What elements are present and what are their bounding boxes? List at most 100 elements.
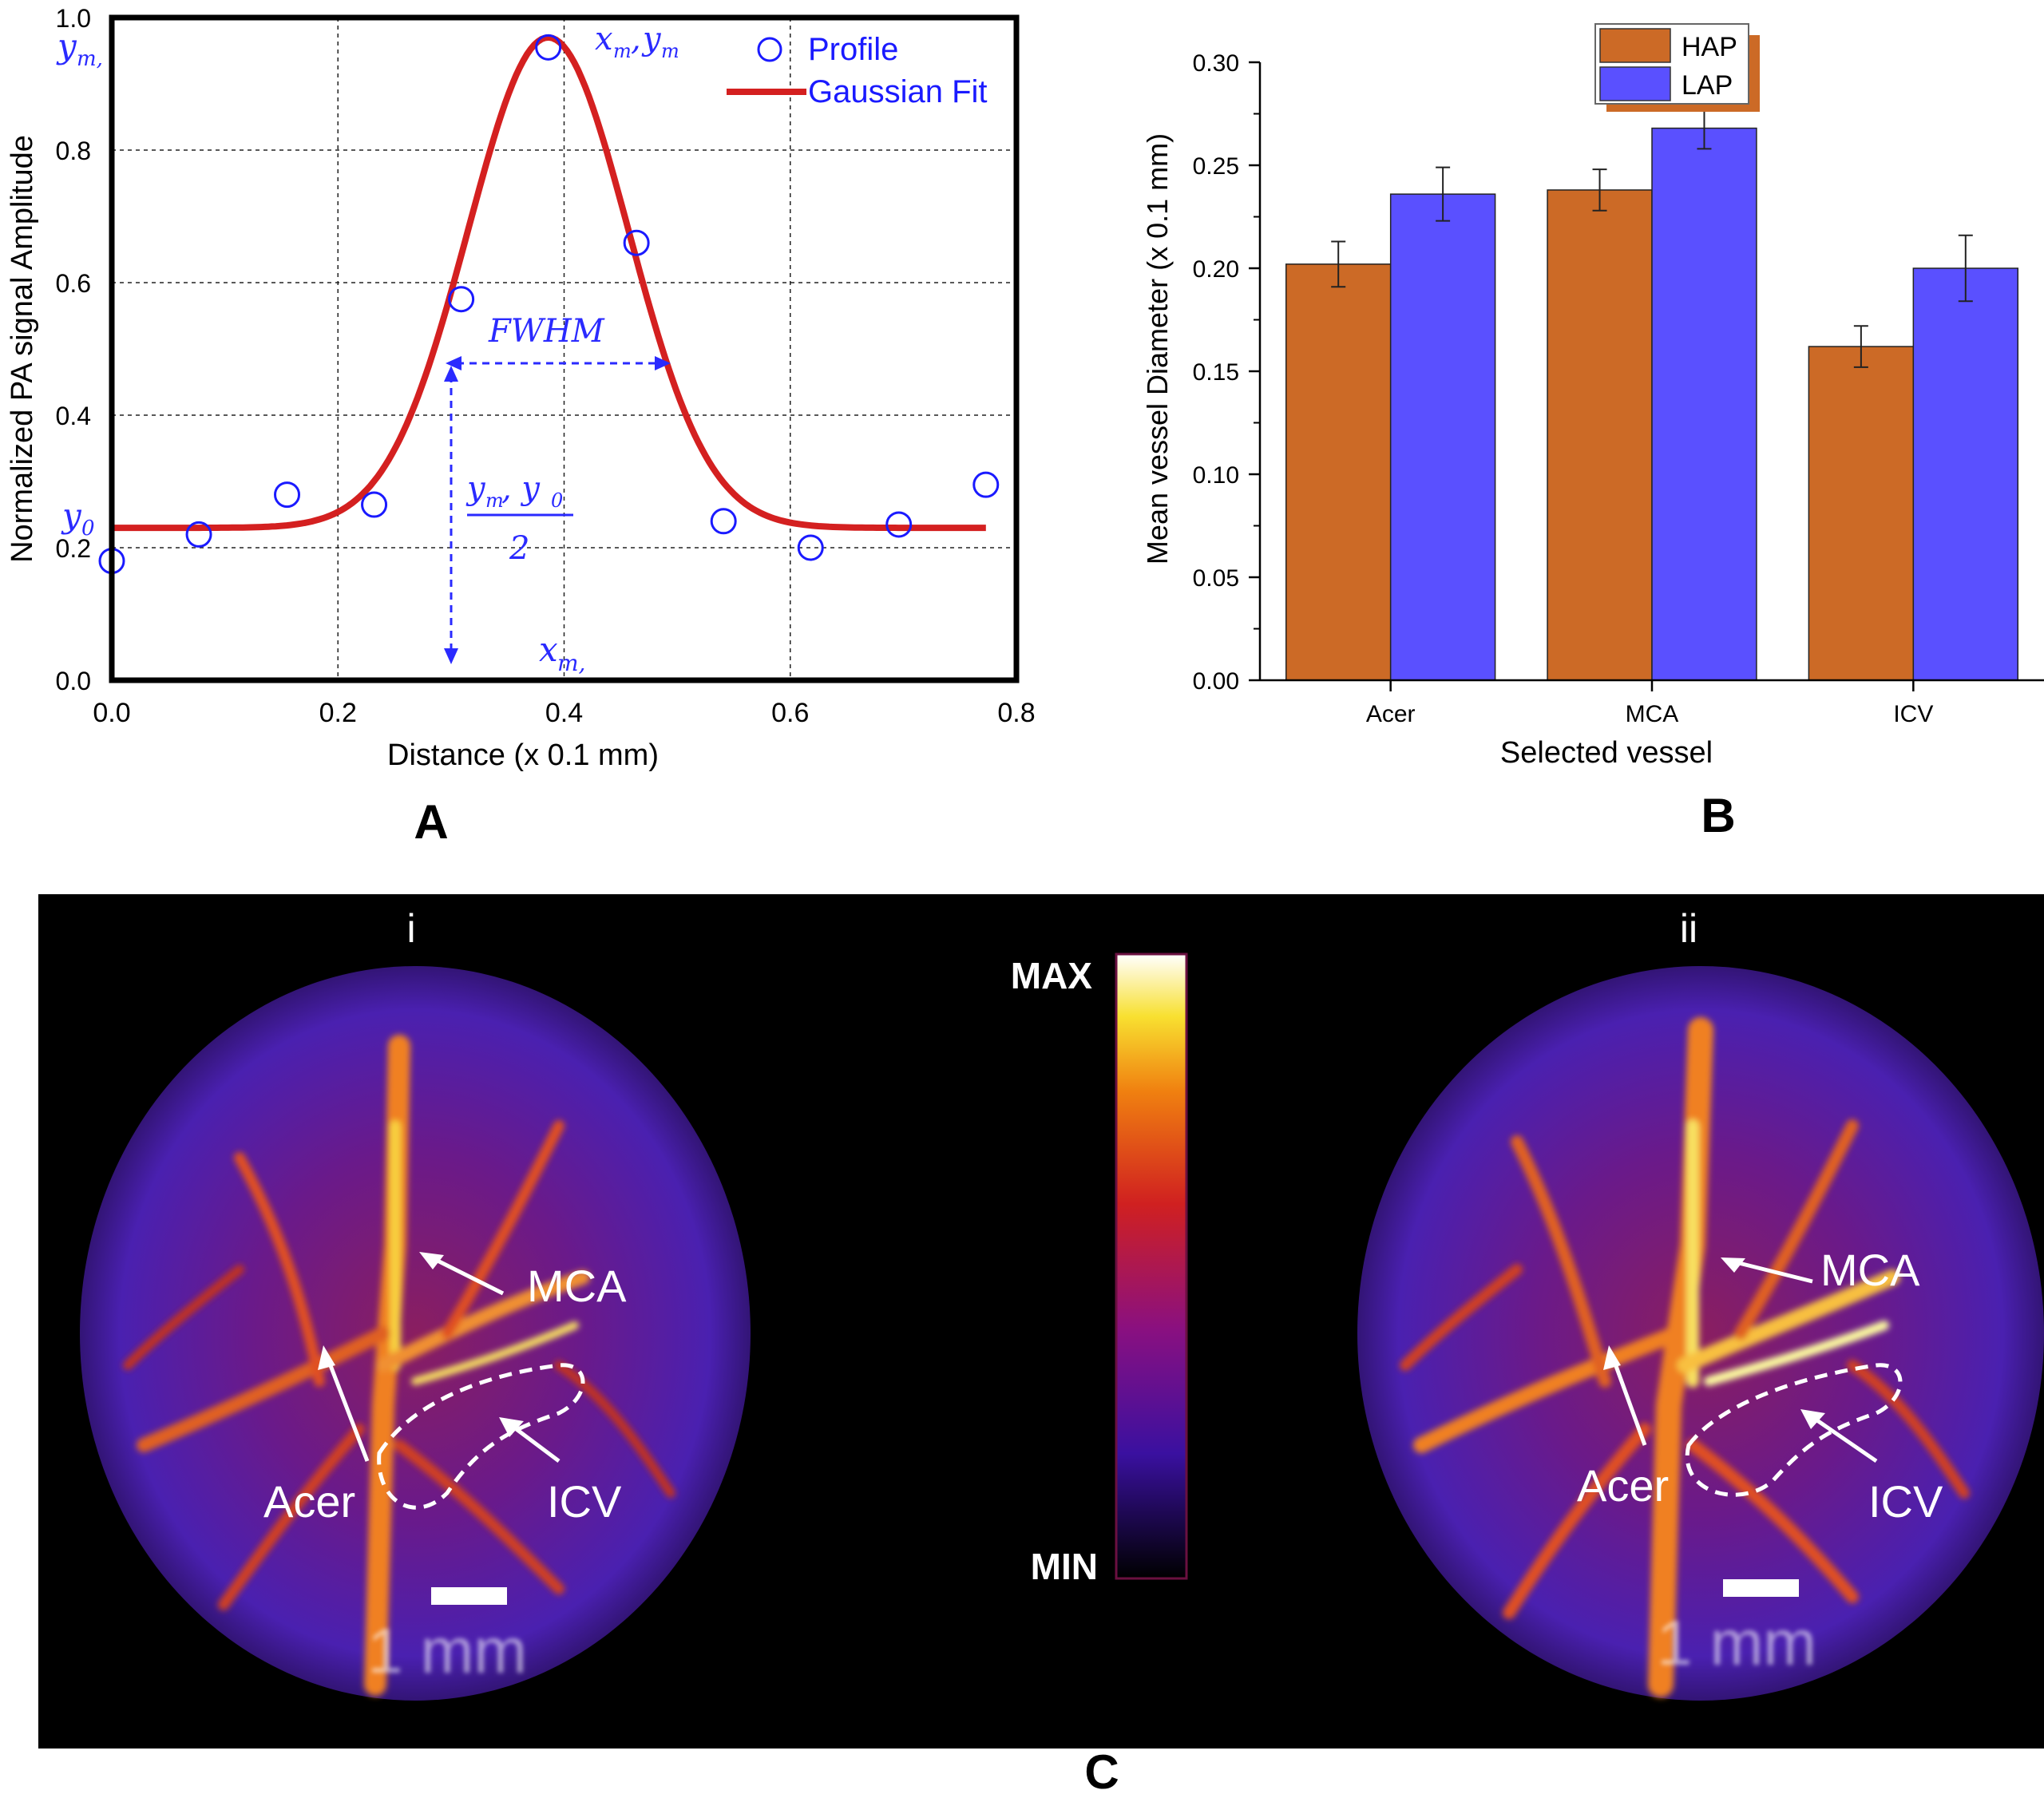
colorbar: [1115, 952, 1188, 1580]
label-acer-i: Acer: [263, 1476, 355, 1527]
bar-hap-icv: [1808, 346, 1915, 681]
svg-text:m,: m,: [77, 47, 103, 71]
y-tick-label: 1.0: [56, 4, 91, 33]
svg-text:,: ,: [631, 21, 641, 57]
profile-point: [274, 481, 301, 509]
x-axis-label-a: Distance (x 0.1 mm): [387, 739, 659, 772]
legend-label-fit: Gaussian Fit: [808, 74, 988, 109]
y-tick-label: 0.4: [56, 402, 91, 430]
half-max-annotation: y m , y 0 2: [444, 366, 573, 664]
svg-text:y: y: [641, 21, 662, 57]
annotation-xm: x m,: [539, 630, 585, 676]
bar-hap-mca: [1547, 189, 1653, 681]
bars-b: [1285, 106, 2019, 681]
scale-bar-i: [431, 1587, 507, 1605]
panel-letter-a: A: [414, 795, 448, 849]
legend-a: Profile Gaussian Fit: [727, 32, 988, 109]
profile-point: [885, 511, 913, 538]
profile-point: [623, 229, 650, 256]
svg-text:FWHM: FWHM: [488, 313, 605, 350]
y-tick-label: 0.00: [1193, 668, 1239, 695]
legend-swatch-lap: [1599, 66, 1671, 101]
scale-text-i: 1 mm: [367, 1615, 527, 1686]
svg-text:y: y: [56, 26, 77, 65]
svg-text:x: x: [595, 21, 613, 57]
panel-a-chart: 0.0 0.2 0.4 0.6 0.8 0.0 0.2 0.4 0.6 0.8 1.0 y m, x…: [6, 4, 1036, 849]
profile-point: [361, 491, 388, 518]
x-tick-label: 0.4: [545, 698, 583, 728]
legend-label-lap: LAP: [1682, 70, 1733, 101]
panel-letter-b: B: [1701, 789, 1735, 842]
legend-b: HAP LAP: [1594, 23, 1760, 112]
y-tick-label: 0.30: [1193, 50, 1239, 77]
label-mca-ii: MCA: [1820, 1245, 1920, 1295]
profile-point: [185, 521, 212, 548]
bar-lap-acer: [1389, 193, 1496, 681]
y-tick-label: 0.05: [1193, 565, 1239, 592]
svg-text:m,: m,: [557, 650, 585, 676]
label-icv-i: ICV: [547, 1476, 622, 1527]
label-icv-ii: ICV: [1868, 1476, 1943, 1527]
panel-b-chart: 0.00 0.05 0.10 0.15 0.20 0.25 0.30 Acer MCA ICV H…: [1141, 23, 2044, 842]
scale-text-ii: 1 mm: [1657, 1607, 1816, 1678]
svg-text:x: x: [539, 630, 558, 669]
profile-point: [972, 471, 1000, 498]
y-axis-label-a: Normalized PA signal Amplitude: [6, 135, 39, 563]
x-tick-label: MCA: [1626, 701, 1679, 727]
y-tick-label: 0.15: [1193, 359, 1239, 386]
grid-lines-a: [112, 18, 1016, 680]
y-tick-label: 0.0: [56, 667, 91, 695]
axes-b: 0.00 0.05 0.10 0.15 0.20 0.25 0.30 Acer MCA ICV: [1193, 50, 2044, 727]
axis-ticks-a: 0.0 0.2 0.4 0.6 0.8 0.0 0.2 0.4 0.6 0.8 1.0: [56, 4, 1036, 728]
x-tick-label: ICV: [1893, 701, 1933, 727]
svg-text:m: m: [485, 489, 504, 512]
profile-point: [448, 286, 475, 313]
bar-lap-icv: [1912, 267, 2019, 681]
x-axis-label-b: Selected vessel: [1500, 736, 1713, 770]
svg-text:y: y: [465, 470, 486, 507]
y-axis-label-b: Mean vessel Diameter (x 0.1 mm): [1141, 133, 1174, 564]
y-tick-label: 0.10: [1193, 462, 1239, 489]
svg-text:m: m: [661, 40, 679, 62]
svg-text:, y: , y: [501, 470, 541, 507]
legend-swatch-hap: [1599, 28, 1671, 63]
colorbar-max-label: MAX: [1011, 955, 1093, 996]
gaussian-fit-line: [112, 34, 986, 532]
svg-text:y: y: [61, 496, 82, 535]
svg-text:0: 0: [81, 517, 95, 541]
panel-letter-c: C: [1084, 1745, 1119, 1799]
x-tick-label: 0.6: [771, 698, 809, 728]
brain-image-ii: [1357, 966, 2044, 1701]
annotation-peak: x m , y m: [595, 21, 679, 62]
profile-point: [797, 534, 824, 561]
legend-marker-profile: [757, 37, 782, 62]
legend-label-profile: Profile: [808, 32, 898, 67]
y-tick-label: 0.2: [56, 534, 91, 563]
x-tick-label: 0.0: [93, 698, 130, 728]
image-label-i: i: [406, 906, 415, 951]
x-tick-label: 0.8: [997, 698, 1035, 728]
image-label-ii: ii: [1680, 906, 1697, 951]
svg-text:0: 0: [551, 489, 563, 512]
label-mca-i: MCA: [527, 1261, 627, 1311]
profile-point: [535, 34, 562, 61]
annotation-ym: y m,: [56, 26, 103, 71]
y-tick-label: 0.25: [1193, 153, 1239, 180]
label-acer-ii: Acer: [1577, 1460, 1669, 1511]
colorbar-min-label: MIN: [1031, 1546, 1098, 1587]
annotation-y0: y 0: [61, 496, 95, 541]
annotations-i: [325, 1255, 585, 1510]
fwhm-annotation: FWHM: [446, 313, 671, 370]
y-tick-label: 0.8: [56, 137, 91, 165]
brain-image-i: [80, 966, 751, 1701]
svg-text:2: 2: [509, 530, 529, 567]
x-tick-label: Acer: [1366, 701, 1416, 727]
bar-hap-acer: [1285, 263, 1392, 681]
x-tick-label: 0.2: [319, 698, 357, 728]
svg-text:m: m: [613, 40, 632, 62]
plot-frame-a: [109, 14, 1020, 683]
y-tick-label: 0.20: [1193, 256, 1239, 283]
profile-point: [710, 508, 737, 535]
panel-c-images: MCA Acer ICV MCA Acer ICV i ii 1 mm 1 mm…: [38, 894, 2044, 1799]
bar-lap-mca: [1651, 127, 1757, 681]
